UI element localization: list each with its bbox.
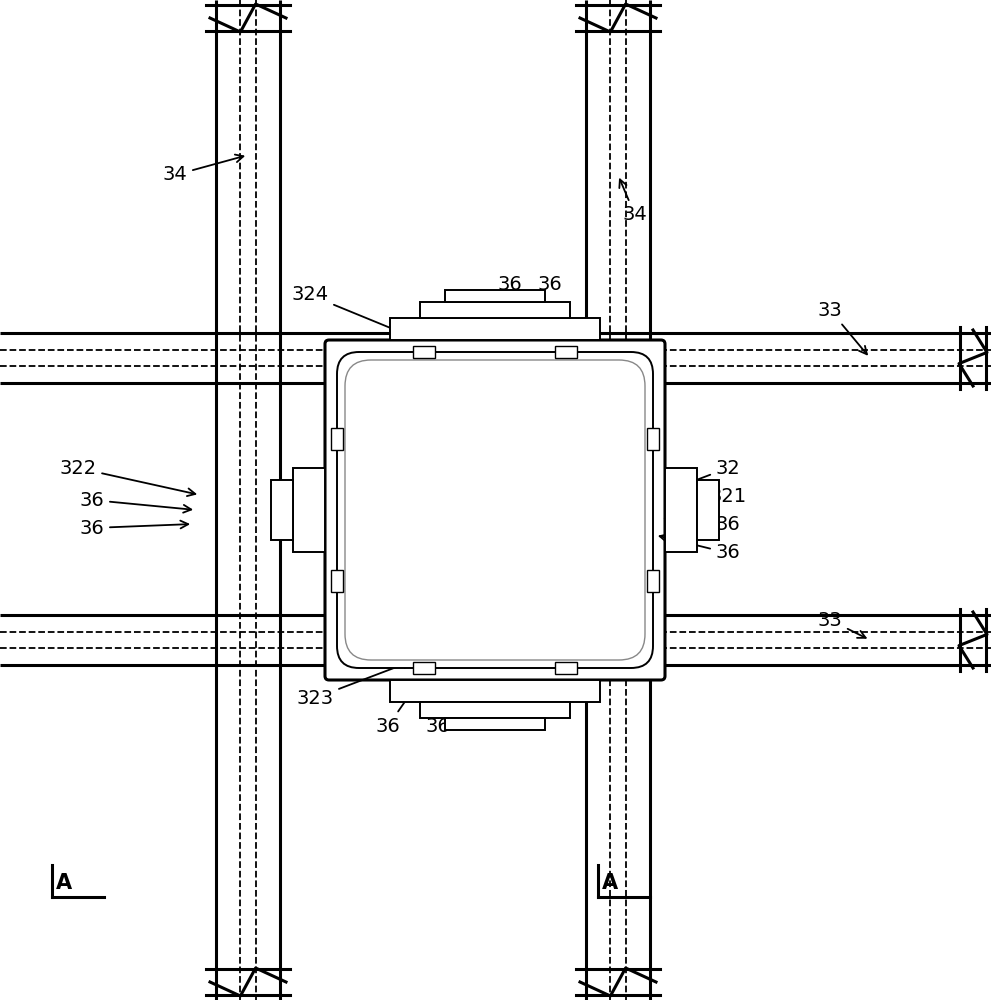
Bar [647,428,659,450]
Bar [413,346,435,358]
Text: 36: 36 [376,684,417,736]
Text: 36: 36 [79,518,188,538]
FancyBboxPatch shape [345,360,645,660]
Text: 33: 33 [818,300,867,354]
Bar [445,290,545,302]
Bar [413,662,435,674]
Text: 36: 36 [660,534,740,562]
Text: A: A [56,873,72,893]
Text: 32: 32 [675,458,740,489]
Text: 36: 36 [514,275,562,312]
Text: 324: 324 [291,286,410,337]
Bar [647,570,659,592]
Text: 36: 36 [665,514,740,534]
Text: 34: 34 [619,179,647,225]
Bar [555,346,577,358]
Bar [390,318,600,340]
Bar [331,570,343,592]
Bar [293,468,325,552]
Bar [420,702,570,718]
Bar [665,468,697,552]
Text: 323: 323 [296,661,410,708]
Bar [331,428,343,450]
Bar [390,680,600,702]
Text: 322: 322 [59,458,195,496]
Bar [445,718,545,730]
Text: 33: 33 [818,610,866,638]
Bar [271,480,293,540]
Text: A: A [602,873,618,893]
Text: 321: 321 [668,487,746,510]
Text: 34: 34 [163,155,244,184]
Text: 36: 36 [483,275,522,321]
Bar [555,662,577,674]
Bar [420,302,570,318]
Text: 36: 36 [425,696,453,736]
FancyBboxPatch shape [325,340,665,680]
Bar [697,480,719,540]
Text: 36: 36 [79,490,191,513]
FancyBboxPatch shape [337,352,653,668]
